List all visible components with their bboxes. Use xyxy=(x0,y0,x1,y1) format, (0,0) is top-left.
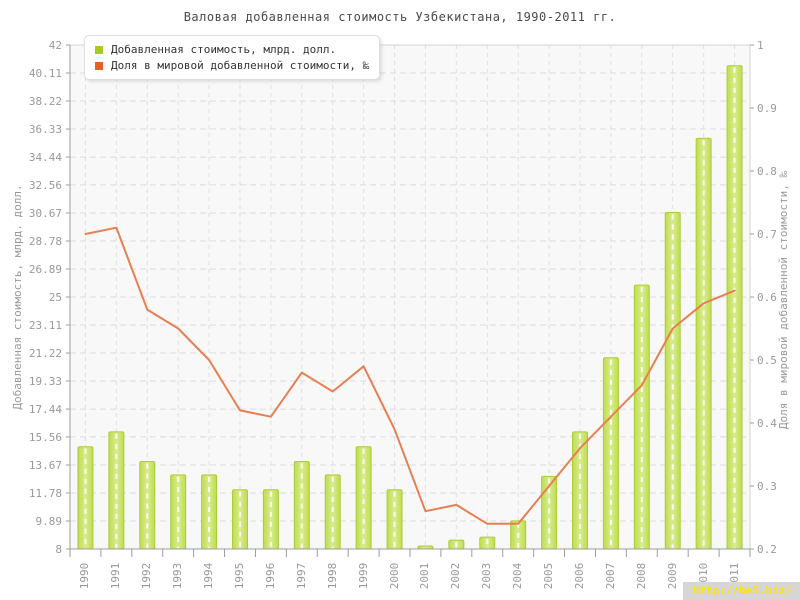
x-tick-label: 1993 xyxy=(171,562,185,590)
bar-1991[interactable] xyxy=(108,431,125,550)
y-left-tick-label: 38.22 xyxy=(28,95,62,109)
x-tick-label: 1994 xyxy=(202,562,216,590)
x-tick-label: 1999 xyxy=(356,562,370,590)
y-left-tick-label: 42 xyxy=(48,39,62,52)
y-left-tick-label: 21.22 xyxy=(28,347,62,361)
y-right-tick-label: 0.9 xyxy=(757,102,777,115)
y-left-tick-label: 40.11 xyxy=(28,67,62,81)
x-tick-label: 2009 xyxy=(665,562,679,590)
y-left-tick-label: 36.33 xyxy=(28,123,62,137)
x-tick-label: 2002 xyxy=(449,562,463,590)
y-right-tick-label: 0.2 xyxy=(757,543,777,556)
y-left-tick-label: 34.44 xyxy=(28,151,62,165)
y-left-tick-label: 11.78 xyxy=(28,486,62,500)
legend-label: Доля в мировой добавленной стоимости, ‰ xyxy=(111,59,370,72)
x-tick-label: 1998 xyxy=(325,562,339,590)
y-right-tick-label: 0.3 xyxy=(757,480,777,493)
legend-item-world-share[interactable]: Доля в мировой добавленной стоимости, ‰ xyxy=(95,58,369,73)
x-tick-label: 1995 xyxy=(233,562,246,590)
y-left-tick-label: 30.67 xyxy=(28,206,62,220)
x-tick-label: 1990 xyxy=(78,562,92,590)
y-axis-left-title: Добавленная стоимость, млрд. долл. xyxy=(11,184,24,410)
share-line[interactable] xyxy=(84,226,736,525)
watermark-link[interactable]: http://be5.biz/ xyxy=(682,582,800,600)
y-right-tick-label: 0.8 xyxy=(757,165,777,178)
y-left-tick-label: 32.56 xyxy=(28,178,62,192)
x-tick-label: 2000 xyxy=(387,562,401,590)
y-left-tick-label: 15.56 xyxy=(28,430,62,444)
y-right-tick-label: 0.7 xyxy=(757,228,777,241)
x-tick-label: 1996 xyxy=(263,562,277,590)
y-left-tick-label: 19.33 xyxy=(28,375,62,389)
y-right-tick-label: 0.6 xyxy=(757,291,777,304)
line-series-marker-icon xyxy=(95,61,103,70)
y-right-tick-label: 1 xyxy=(757,39,764,52)
y-left-tick-label: 13.67 xyxy=(28,458,62,472)
y-left-tick-label: 23.11 xyxy=(28,319,62,333)
y-right-tick-label: 0.5 xyxy=(757,354,777,367)
y-right-tick-label: 0.4 xyxy=(757,417,777,430)
y-left-tick-label: 25 xyxy=(48,291,62,304)
legend: Добавленная стоимость, млрд. долл. Доля … xyxy=(84,35,381,80)
y-left-tick-label: 26.89 xyxy=(28,262,62,276)
x-tick-label: 1997 xyxy=(294,562,308,590)
x-tick-label: 2004 xyxy=(511,562,525,590)
chart-title: Валовая добавленная стоимость Узбекистан… xyxy=(183,10,617,24)
bar-2000[interactable] xyxy=(386,489,403,550)
x-tick-label: 2005 xyxy=(542,562,556,590)
y-left-tick-label: 17.44 xyxy=(28,403,62,417)
x-tick-label: 2007 xyxy=(603,562,617,590)
x-tick-label: 1992 xyxy=(140,562,154,590)
x-tick-label: 2003 xyxy=(480,562,494,590)
legend-item-value-added[interactable]: Добавленная стоимость, млрд. долл. xyxy=(95,42,369,57)
x-tick-label: 1991 xyxy=(109,562,123,590)
bar-1995[interactable] xyxy=(232,489,248,550)
x-tick-label: 2001 xyxy=(418,562,432,590)
y-left-tick-label: 28.78 xyxy=(28,234,62,248)
x-tick-label: 2006 xyxy=(573,562,586,590)
bar-series-marker-icon xyxy=(95,45,103,54)
legend-label: Добавленная стоимость, млрд. долл. xyxy=(111,43,337,56)
y-axis-right-title: Доля в мировой добавленной стоимости, ‰ xyxy=(777,170,790,430)
bar-1996[interactable] xyxy=(262,489,279,550)
y-left-tick-label: 8 xyxy=(55,543,62,556)
x-tick-label: 2008 xyxy=(634,562,648,590)
y-left-tick-label: 9.89 xyxy=(35,514,63,528)
